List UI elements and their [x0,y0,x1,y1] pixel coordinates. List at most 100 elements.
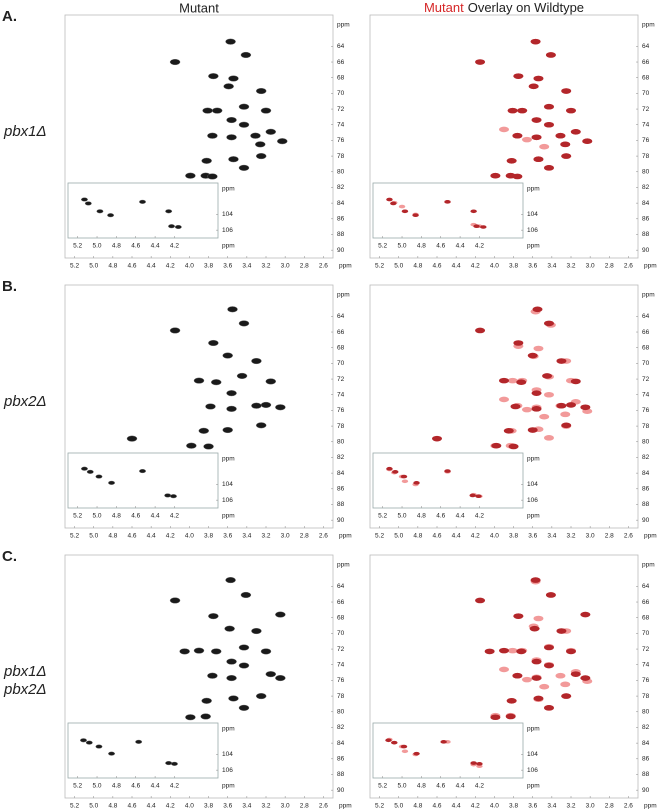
x-axis-label: ppm [222,513,235,520]
x-tick-label: 4.0 [490,263,499,270]
y-tick-label: 66 [337,599,345,606]
y-axis-label: ppm [337,22,350,29]
peak [238,704,250,711]
peak [556,628,567,634]
y-tick-label: 86 [642,216,650,223]
y-tick-label: 104 [527,751,538,758]
y-tick-label: 72 [337,376,345,383]
peak [476,762,483,766]
x-tick-label: 3.4 [242,533,251,540]
peak [530,38,541,45]
peak [513,340,524,346]
peak [265,128,276,135]
peak [444,200,451,204]
header-text: Overlay on Wildtype [468,0,584,15]
peak [561,153,572,159]
peak [260,648,272,655]
x-tick-label: 4.6 [127,533,136,540]
y-tick-label: 104 [527,481,538,488]
y-tick-label: 86 [642,756,650,763]
x-tick-label: 2.6 [319,803,328,809]
peak [469,493,476,498]
x-tick-label: 4.6 [432,263,441,270]
x-tick-label: 4.8 [417,783,426,790]
peak [529,625,540,632]
peak [193,647,205,654]
peak [543,435,554,441]
peak [185,172,196,179]
x-tick-label: 4.2 [471,263,480,270]
peak [139,469,146,474]
peak [512,672,523,679]
y-tick-label: 88 [642,501,650,508]
peak [432,435,442,442]
y-tick-label: 80 [337,438,345,445]
peak [208,340,219,347]
x-tick-label: 3.6 [223,263,232,270]
inset: 5.2 5.0 4.8 4.6 4.4 4.2 104 106 ppm ppm [67,722,235,790]
y-tick-label: 78 [337,423,345,430]
y-axis-label: ppm [642,292,655,299]
x-axis-label: ppm [339,533,352,540]
peak [81,197,88,202]
x-tick-label: 2.8 [605,803,614,809]
peak [499,377,509,384]
y-tick-label: 84 [642,200,650,207]
peak [96,209,104,214]
x-tick-label: 3.8 [204,803,213,809]
column-header: Mutant Overlay on Wildtype [424,0,584,15]
x-tick-label: 3.8 [509,533,518,540]
peak [543,391,554,398]
peak [516,379,527,386]
peak [236,372,248,379]
x-axis-label: ppm [527,243,540,250]
y-tick-label: 68 [642,614,650,621]
y-tick-label: 64 [642,313,650,320]
y-tick-label: 74 [337,661,345,668]
peak [543,705,554,711]
y-tick-label: 80 [337,708,345,715]
x-tick-label: 4.2 [475,243,484,250]
y-tick-label: 86 [337,216,345,223]
peak [484,648,495,655]
peak [507,107,518,114]
peak [580,675,591,681]
x-tick-label: 5.0 [394,533,403,540]
x-tick-label: 4.0 [185,533,194,540]
x-tick-label: 2.6 [624,803,633,809]
peak [413,751,420,756]
y-tick-label: 74 [642,661,650,668]
peak [517,107,528,114]
peak [95,474,103,479]
y-tick-label: 80 [642,168,650,175]
peak [80,738,87,743]
y-tick-label: 76 [337,407,345,414]
peak [226,134,237,141]
y-tick-label: 70 [337,630,345,637]
peak [126,435,138,442]
peak [543,320,554,327]
x-tick-label: 4.0 [185,263,194,270]
x-tick-label: 4.6 [436,513,445,520]
x-tick-label: 5.2 [378,513,387,520]
x-tick-label: 4.6 [131,513,140,520]
x-tick-label: 3.4 [547,533,556,540]
x-tick-label: 4.4 [147,263,156,270]
x-tick-label: 3.6 [528,533,537,540]
x-tick-label: 3.4 [547,803,556,809]
peak [222,427,233,434]
x-tick-label: 3.6 [223,803,232,809]
x-tick-label: 4.4 [452,263,461,270]
y-tick-label: 74 [337,121,345,128]
y-tick-label: 84 [337,470,345,477]
x-tick-label: 4.6 [432,803,441,809]
y-tick-label: 68 [337,74,345,81]
y-axis-label: ppm [337,292,350,299]
y-tick-label: 104 [527,211,538,218]
x-tick-label: 2.8 [300,533,309,540]
y-axis-label: ppm [527,186,540,193]
peak [475,59,486,65]
spectrum-panel: 5.2 5.0 4.8 4.6 4.4 4.2 4.0 3.8 3.6 3.4 3.2 3.0 2.8 2… [64,284,352,540]
y-tick-label: 90 [337,247,345,254]
